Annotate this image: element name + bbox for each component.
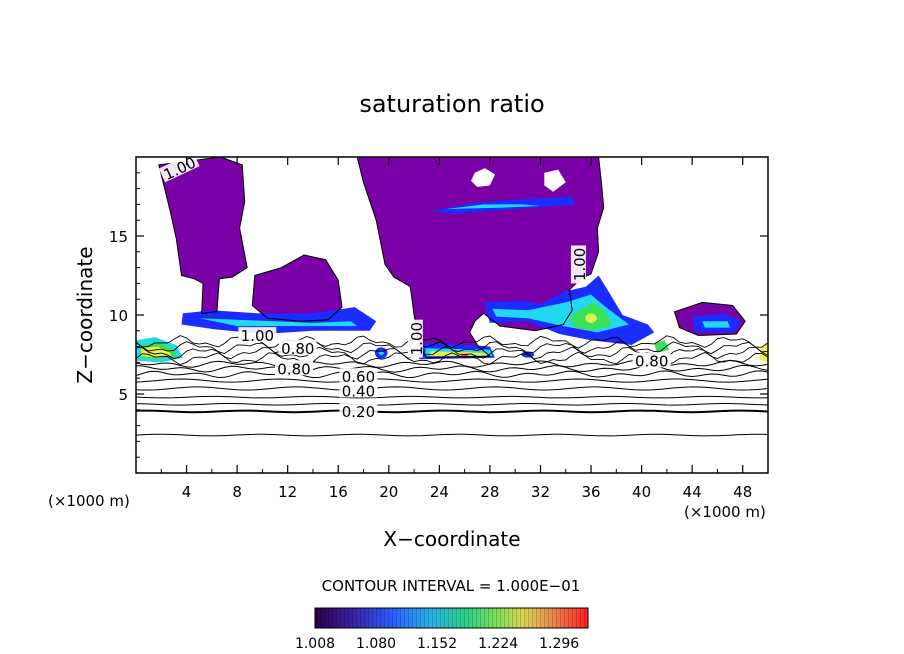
streak-cyan [445,204,541,210]
contour-line [136,370,768,379]
contour-outline [356,157,605,359]
contour-label-bg [570,245,586,284]
x-axis-label: X−coordinate [383,527,520,551]
contour-label-bg [238,327,277,343]
cyan-band-left [199,318,358,327]
contour-label-3: 0.80 [281,340,314,358]
colorbar-ticks [315,608,588,628]
contour-interval-text: CONTOUR INTERVAL = 1.000E−01 [322,577,581,595]
contour-label-5: 0.80 [635,352,668,370]
x-tick-label-32: 32 [531,483,550,501]
colorbar-label-0: 1.008 [295,636,335,652]
x-tick-label-16: 16 [329,483,348,501]
contour-label-6: 1.00 [241,327,274,345]
contour-line-wavy [136,340,768,355]
contour-outline [158,157,248,314]
x-tick-label-28: 28 [480,483,499,501]
contour-label-bg [339,382,378,398]
colorbar-label-1: 1.080 [356,636,396,652]
contour-line [136,433,768,437]
cloud-right-yellow [585,313,597,323]
purple-region-left [158,157,248,314]
x-tick-label-20: 20 [379,483,398,501]
contour-label-bg [158,152,200,183]
colorbar-label-3: 1.224 [478,636,518,652]
contour-label-2: 1.00 [408,322,426,355]
contour-label-bg [275,360,313,376]
contour-label-bg [278,339,317,355]
contour-line [136,395,768,399]
x-tick-label-4: 4 [182,483,192,501]
contour-line [136,378,768,383]
clear-hole-2 [544,169,566,192]
x-tick-label-36: 36 [581,483,600,501]
x-tick-label-44: 44 [683,483,702,501]
y-tick-label-15: 15 [109,228,128,246]
x-unit-label-right: (×1000 m) [684,503,766,521]
cloud-farright-cyan [702,321,731,328]
contour-label-4: 0.80 [277,360,310,378]
chart-title: saturation ratio [359,90,544,118]
blue-band-left [181,307,377,334]
contour-line [136,403,768,406]
x-tick-label-8: 8 [232,483,242,501]
contour-outline [251,254,343,322]
contour-label-9: 0.20 [342,403,375,421]
x-tick-label-12: 12 [278,483,297,501]
x-tick-label-40: 40 [632,483,651,501]
contour-label-bg [339,402,378,418]
purple-region-midleft [252,255,342,322]
colorbar-label-2: 1.152 [417,636,457,652]
x-tick-label-24: 24 [430,483,449,501]
y-axis-label: Z−coordinate [73,246,97,383]
colorbar-label-4: 1.296 [539,636,579,652]
contour-label-bg [632,352,671,368]
contour-label-bg [339,368,378,384]
contour-line [136,386,768,391]
contour-label-7: 0.60 [342,368,375,386]
plot-area [136,157,768,437]
contour-line [136,364,768,373]
contour-line [136,409,768,414]
contour-label-bg [407,319,423,358]
contour-label-1: 1.00 [571,248,589,281]
y-tick-label-5: 5 [118,386,128,404]
x-unit-label-left: (×1000 m) [48,492,130,510]
contour-label-8: 0.40 [342,382,375,400]
y-tick-label-10: 10 [109,307,128,325]
contour-outline [673,301,746,337]
x-tick-label-48: 48 [733,483,752,501]
cloud-small-green [654,340,670,353]
clear-hole-1 [471,168,495,187]
